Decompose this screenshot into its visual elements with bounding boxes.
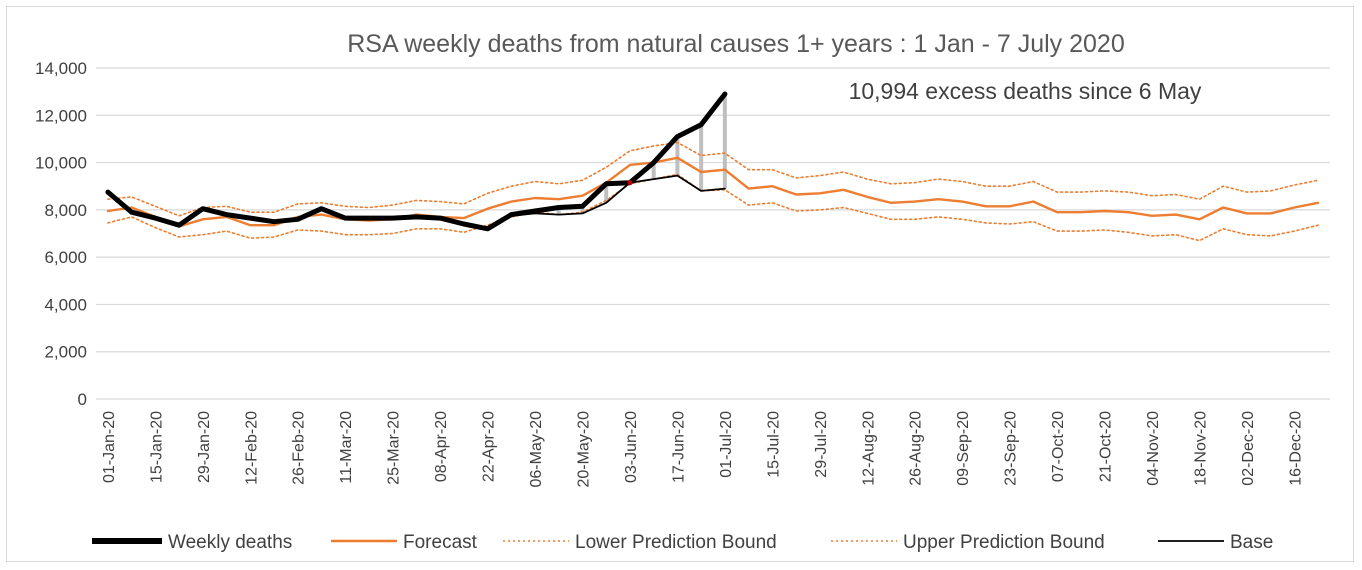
x-tick-label: 04-Nov-20 — [1145, 411, 1162, 486]
x-tick-label: 03-Jun-20 — [623, 411, 640, 483]
x-tick-label: 23-Sep-20 — [1003, 411, 1020, 486]
x-tick-label: 22-Apr-20 — [481, 411, 498, 482]
x-tick-label: 15-Jul-20 — [765, 411, 782, 478]
y-tick-label: 0 — [78, 390, 87, 409]
y-tick-label: 10,000 — [35, 154, 87, 173]
chart-frame — [6, 6, 1354, 562]
series-line-upper-prediction-bound — [107, 141, 1319, 217]
excess-deaths-annotation: 10,994 excess deaths since 6 May — [849, 78, 1202, 104]
x-tick-label: 01-Jul-20 — [718, 411, 735, 478]
legend-label: Base — [1230, 532, 1273, 553]
series-line-lower-prediction-bound — [107, 173, 1319, 242]
x-tick-label: 18-Nov-20 — [1192, 411, 1209, 486]
excess-marker — [627, 180, 633, 186]
x-tick-label: 01-Jan-20 — [101, 411, 118, 483]
x-tick-label: 21-Oct-20 — [1098, 411, 1115, 482]
legend-label: Lower Prediction Bound — [575, 532, 777, 553]
x-tick-label: 25-Mar-20 — [386, 411, 403, 485]
x-tick-label: 08-Apr-20 — [433, 411, 450, 482]
x-tick-label: 12-Aug-20 — [860, 411, 877, 486]
series-line-weekly-deaths — [105, 91, 728, 232]
x-tick-label: 12-Feb-20 — [243, 411, 260, 485]
legend-label: Forecast — [403, 532, 478, 553]
x-tick-label: 26-Aug-20 — [908, 411, 925, 486]
x-axis-ticks: 01-Jan-20 15-Jan-20 29-Jan-20 12-Feb-20 26-F… — [101, 411, 1305, 488]
x-tick-label: 16-Dec-20 — [1287, 411, 1304, 486]
chart-title: RSA weekly deaths from natural causes 1+… — [347, 30, 1125, 58]
y-tick-label: 2,000 — [44, 343, 87, 362]
y-tick-label: 8,000 — [44, 201, 87, 220]
series-lines — [105, 91, 1320, 242]
y-tick-label: 4,000 — [44, 295, 87, 314]
x-tick-label: 26-Feb-20 — [291, 411, 308, 485]
x-tick-label: 06-May-20 — [528, 411, 545, 488]
x-tick-label: 20-May-20 — [575, 411, 592, 488]
gridlines — [96, 67, 1330, 400]
x-tick-label: 29-Jan-20 — [196, 411, 213, 483]
series-line-forecast — [106, 156, 1320, 228]
x-tick-label: 29-Jul-20 — [813, 411, 830, 478]
x-tick-label: 09-Sep-20 — [955, 411, 972, 486]
legend: Weekly deaths Forecast Lower Prediction Bo… — [92, 532, 1273, 553]
x-tick-label: 15-Jan-20 — [148, 411, 165, 483]
x-tick-label: 11-Mar-20 — [338, 411, 355, 484]
y-tick-label: 12,000 — [35, 106, 87, 125]
legend-label: Weekly deaths — [168, 532, 292, 553]
x-tick-label: 02-Dec-20 — [1240, 411, 1257, 486]
x-tick-label: 17-Jun-20 — [670, 411, 687, 483]
y-axis-ticks: 0 2,000 4,000 6,000 8,000 10,000 12,000 14,000 — [35, 59, 87, 409]
y-tick-label: 6,000 — [44, 248, 87, 267]
y-tick-label: 14,000 — [35, 59, 87, 78]
x-tick-label: 07-Oct-20 — [1050, 411, 1067, 482]
legend-label: Upper Prediction Bound — [903, 532, 1105, 553]
